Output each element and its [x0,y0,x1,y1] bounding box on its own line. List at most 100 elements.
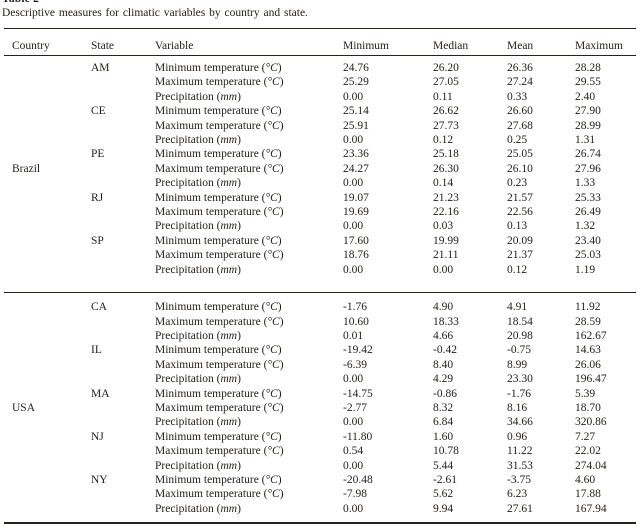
value-mean: 31.53 [507,459,533,472]
country-label [4,248,91,262]
variable-label: Maximum temperature (°C) [155,162,284,175]
table-title: Table 2 [2,0,39,5]
state-label [91,90,155,104]
country-label [4,147,91,161]
country-label [4,329,91,343]
state-label [91,248,155,262]
value-median: 22.16 [433,206,459,219]
value-maximum: 320.86 [575,416,607,429]
value-minimum: 0.00 [343,373,364,386]
value-minimum: 25.91 [343,119,369,132]
value-maximum: 7.27 [575,430,596,443]
value-maximum: 25.03 [575,249,601,262]
variable-label: Maximum temperature (°C) [155,445,284,458]
value-maximum: 27.90 [575,105,601,118]
value-mean: -1.76 [507,387,531,400]
value-minimum: -11.80 [343,430,373,443]
value-minimum: 23.36 [343,148,369,161]
value-median: 4.66 [433,329,454,342]
table-row: Precipitation (mm) 0.00 0.14 0.23 1.33 [4,176,636,190]
value-mean: -3.75 [507,473,531,486]
value-minimum: -20.48 [343,473,373,486]
value-maximum: 18.70 [575,401,601,414]
value-maximum: 167.94 [575,502,607,515]
value-maximum: 26.74 [575,148,601,161]
value-median: 26.62 [433,105,459,118]
value-maximum: 4.60 [575,473,596,486]
value-median: 5.62 [433,488,454,501]
value-maximum: 28.99 [575,119,601,132]
state-label [91,219,155,233]
value-mean: 0.96 [507,430,528,443]
country-label [4,75,91,89]
value-mean: 6.23 [507,488,528,501]
value-median: 21.11 [433,249,459,262]
value-mean: 8.16 [507,401,528,414]
table-row: Precipitation (mm) 0.00 0.00 0.12 1.19 [4,263,636,277]
variable-label: Minimum temperature (°C) [155,105,282,118]
value-median: 0.14 [433,177,454,190]
value-minimum: -1.76 [343,301,367,314]
table-row: Precipitation (mm) 0.00 9.94 27.61 167.94 [4,502,636,516]
variable-label: Precipitation (mm) [155,134,241,147]
state-label [91,444,155,458]
variable-label: Minimum temperature (°C) [155,191,282,204]
value-maximum: 5.39 [575,387,596,400]
value-minimum: 19.07 [343,191,369,204]
value-maximum: 22.02 [575,445,601,458]
table-row: USA Maximum temperature (°C) -2.77 8.32 8.16… [4,401,636,415]
value-minimum: 0.00 [343,220,364,233]
variable-label: Minimum temperature (°C) [155,473,282,486]
value-minimum: -2.77 [343,401,367,414]
value-maximum: 1.32 [575,220,596,233]
state-label [91,372,155,386]
table: Country State Variable Minimum Median Me… [4,28,636,525]
value-mean: 22.56 [507,206,533,219]
table-header-row: Country State Variable Minimum Median Me… [4,29,636,56]
value-maximum: 196.47 [575,373,607,386]
value-median: 25.18 [433,148,459,161]
variable-label: Precipitation (mm) [155,459,241,472]
variable-label: Precipitation (mm) [155,373,241,386]
value-median: 4.29 [433,373,454,386]
variable-label: Minimum temperature (°C) [155,234,282,247]
value-mean: 0.12 [507,263,528,276]
value-minimum: -14.75 [343,387,373,400]
country-label [4,343,91,357]
variable-label: Precipitation (mm) [155,177,241,190]
value-maximum: 25.33 [575,191,601,204]
value-median: 19.99 [433,234,459,247]
country-label [4,300,91,314]
value-mean: 18.54 [507,315,533,328]
value-median: 8.32 [433,401,454,414]
value-minimum: 25.14 [343,105,369,118]
col-header-state: State [91,40,114,52]
variable-label: Precipitation (mm) [155,263,241,276]
country-label: Brazil [12,162,41,175]
state-label: NY [91,473,108,486]
state-label: MA [91,387,110,400]
col-header-median: Median [433,40,469,52]
table-row: Maximum temperature (°C) 25.91 27.73 27.68 2… [4,119,636,133]
value-maximum: 1.33 [575,177,596,190]
value-mean: 27.68 [507,119,533,132]
state-label [91,329,155,343]
value-mean: 11.22 [507,445,533,458]
value-median: 10.78 [433,445,459,458]
value-minimum: -7.98 [343,488,367,501]
state-label: AM [91,62,110,74]
variable-label: Maximum temperature (°C) [155,358,284,371]
variable-label: Minimum temperature (°C) [155,301,282,314]
table-body: AM Minimum temperature (°C) 24.76 26.20 26.3… [4,56,636,525]
value-minimum: 0.00 [343,90,364,103]
country-label [4,90,91,104]
variable-label: Maximum temperature (°C) [155,119,284,132]
col-header-mean: Mean [507,40,534,52]
state-label: PE [91,148,105,161]
value-minimum: 0.00 [343,502,364,515]
country-label: USA [12,401,36,414]
table-row: CE Minimum temperature (°C) 25.14 26.62 26.6… [4,104,636,118]
country-label [4,219,91,233]
value-minimum: 25.29 [343,76,369,89]
table-row: NY Minimum temperature (°C) -20.48 -2.61 -3.… [4,473,636,487]
